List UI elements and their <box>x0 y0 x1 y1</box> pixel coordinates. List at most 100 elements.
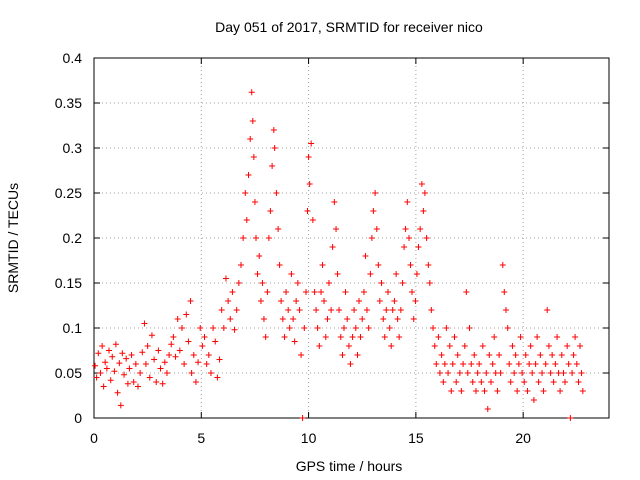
data-point <box>314 325 321 331</box>
data-point <box>363 307 370 313</box>
data-point <box>572 334 579 340</box>
data-point <box>356 298 363 304</box>
x-tick-label: 0 <box>90 430 98 446</box>
data-point <box>260 316 267 322</box>
data-point <box>401 244 408 250</box>
data-point <box>132 361 139 367</box>
data-point <box>406 235 413 241</box>
data-point <box>438 352 445 358</box>
data-point <box>468 361 475 367</box>
data-point <box>529 370 536 376</box>
data-point <box>554 334 561 340</box>
data-point <box>418 181 425 187</box>
data-point <box>351 307 358 313</box>
data-point <box>445 370 452 376</box>
data-point <box>331 199 338 205</box>
data-point <box>337 334 344 340</box>
data-point <box>275 226 282 232</box>
data-point <box>262 334 269 340</box>
data-point <box>237 262 244 268</box>
x-tick-label: 20 <box>515 430 531 446</box>
data-point <box>203 361 210 367</box>
grid <box>94 58 609 418</box>
data-point <box>421 190 428 196</box>
data-point <box>562 379 569 385</box>
data-point <box>515 361 522 367</box>
data-point <box>391 298 398 304</box>
data-point <box>497 370 504 376</box>
data-point <box>404 199 411 205</box>
data-point <box>112 341 119 348</box>
data-point <box>103 365 110 372</box>
data-point <box>161 359 168 366</box>
data-point <box>257 298 264 304</box>
data-point <box>117 402 124 409</box>
data-point <box>168 341 175 348</box>
data-point <box>243 217 250 223</box>
y-tick-label: 0.1 <box>63 320 83 336</box>
data-point <box>212 338 219 345</box>
data-point <box>185 338 192 345</box>
data-point <box>449 361 456 367</box>
data-point <box>107 377 114 384</box>
data-point <box>526 361 533 367</box>
data-point <box>471 352 478 358</box>
data-point <box>458 388 465 394</box>
data-point <box>399 280 406 286</box>
data-point <box>313 307 320 313</box>
data-point <box>99 343 106 349</box>
data-point <box>151 356 158 363</box>
data-point <box>430 325 437 331</box>
data-point <box>159 380 166 387</box>
data-point <box>333 226 340 232</box>
data-point <box>242 190 249 196</box>
data-point <box>126 365 133 372</box>
y-tick-label: 0.3 <box>63 140 83 156</box>
data-point <box>354 352 361 358</box>
data-point <box>375 262 382 268</box>
data-point <box>334 271 341 277</box>
data-point <box>345 343 352 349</box>
data-point <box>148 332 155 339</box>
data-point <box>291 338 298 345</box>
data-point <box>144 343 151 349</box>
data-point <box>139 349 146 356</box>
data-point <box>483 370 490 376</box>
data-point <box>119 350 126 357</box>
data-point <box>227 316 234 322</box>
data-point <box>286 325 293 331</box>
data-point <box>481 388 488 394</box>
data-point <box>527 343 534 349</box>
data-point <box>290 316 297 322</box>
data-point <box>137 370 144 376</box>
data-point <box>121 371 128 378</box>
data-point <box>259 280 266 286</box>
data-point <box>396 334 403 340</box>
data-point <box>336 307 343 313</box>
data-point <box>128 352 135 358</box>
data-point <box>106 347 113 354</box>
data-point <box>199 343 206 349</box>
data-point <box>195 359 202 366</box>
data-point <box>188 370 195 376</box>
data-point <box>340 325 347 331</box>
data-point <box>303 289 310 295</box>
data-point <box>425 262 432 268</box>
data-point <box>342 289 349 295</box>
y-tick-label: 0.35 <box>55 95 82 111</box>
data-point <box>486 352 493 358</box>
x-tick-label: 5 <box>197 430 205 446</box>
data-point <box>344 316 351 322</box>
data-point <box>339 352 346 358</box>
data-point <box>97 370 104 376</box>
data-point <box>532 361 539 367</box>
data-point <box>487 379 494 385</box>
y-tick-label: 0.4 <box>63 50 83 66</box>
data-point <box>519 370 526 376</box>
data-point <box>349 334 356 340</box>
data-point <box>534 334 541 340</box>
data-point <box>214 374 221 381</box>
data-point <box>461 343 468 349</box>
data-point <box>201 334 208 340</box>
